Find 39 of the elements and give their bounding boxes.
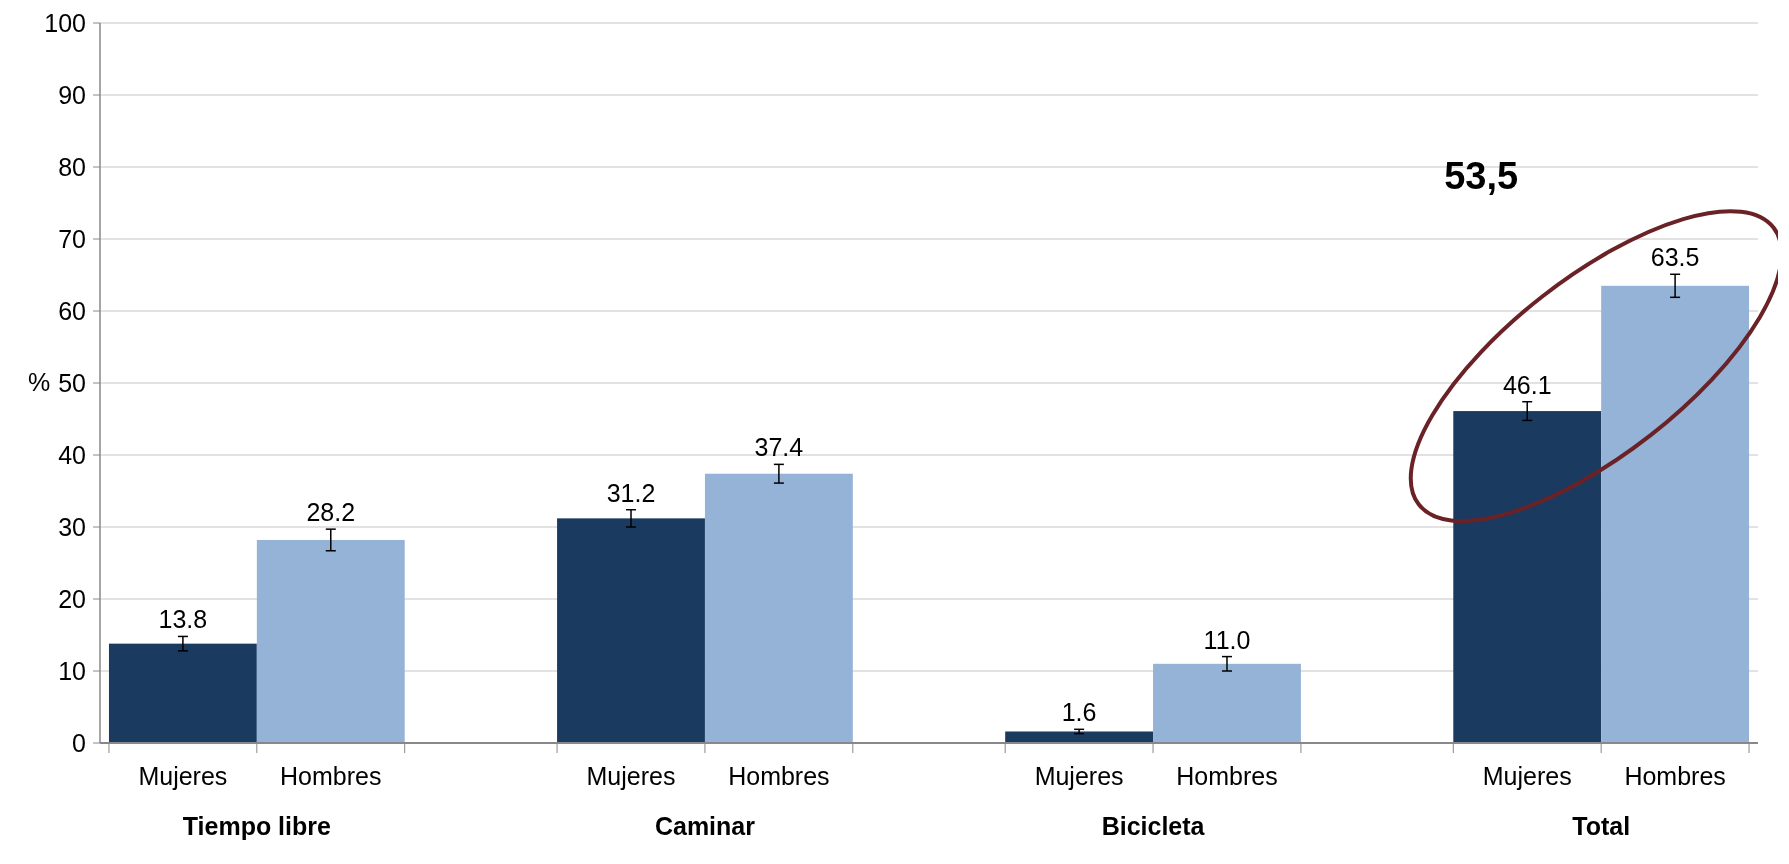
text: Mujeres [586,762,676,790]
y-tick-label: 90 [58,81,86,109]
bar [108,643,257,743]
annotation: 53,5 [1444,154,1519,197]
bar [256,539,405,743]
text: Hombres [728,762,830,790]
y-tick-label: 30 [58,513,86,541]
series-label: Mujeres [138,762,228,790]
data-label: 11.0 [1203,625,1251,654]
bar [704,473,853,743]
y-tick-label: 100 [44,9,86,37]
x-tick-label: Caminar [654,812,756,840]
text: Hombres [1624,762,1726,790]
y-tick-label: 10 [58,657,86,685]
y-tick-label: 60 [58,297,86,325]
data-label: 31.2 [606,478,656,507]
data-label: 37.4 [754,433,804,462]
bar [557,518,705,743]
x-tick-label: Total [1572,812,1631,840]
y-tick-label: 40 [58,441,86,469]
y-tick-label: 80 [58,153,86,181]
data-label: 63.5 [1650,243,1700,272]
text: Mujeres [1034,762,1124,790]
data-label: 46.1 [1502,370,1552,399]
y-tick-label: 50 [58,369,86,397]
y-axis-title: % [28,368,51,396]
x-tick-label: Bicicleta [1101,812,1206,840]
x-tick-label: Tiempo libre [182,812,332,840]
bar [1153,663,1301,743]
text: Mujeres [1482,762,1572,790]
data-label: 28.2 [306,498,356,527]
text: Hombres [1176,762,1278,790]
series-label: Hombres [280,762,382,790]
y-tick-label: 20 [58,585,86,613]
data-label: 1.6 [1061,698,1097,727]
bar [1005,731,1154,743]
y-tick-label: 70 [58,225,86,253]
data-label: 13.8 [158,605,208,634]
y-tick-label: 0 [72,729,86,757]
